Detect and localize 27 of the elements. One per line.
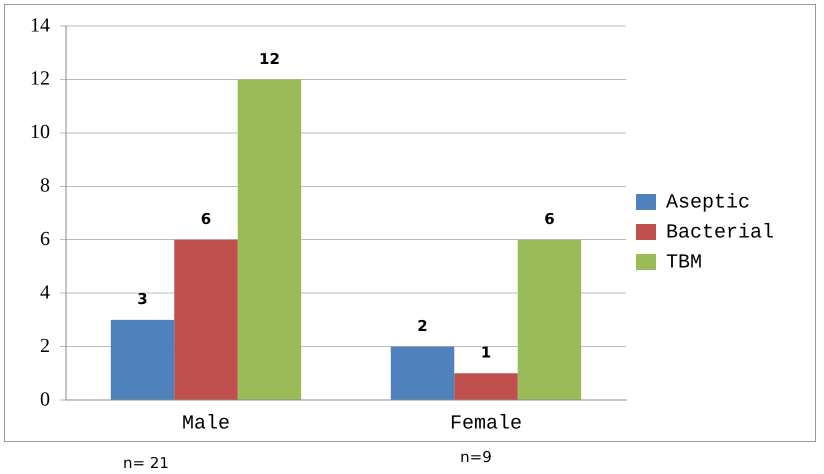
text: n= 21 <box>123 454 169 472</box>
data-label: 12 <box>259 50 280 68</box>
bar <box>174 240 238 400</box>
x-tick-label: Male <box>182 412 230 436</box>
bar <box>454 373 518 400</box>
y-tick-label: 4 <box>40 281 50 304</box>
text: n=9 <box>460 448 492 466</box>
x-tick-label: Female <box>450 412 522 436</box>
legend-label: TBM <box>666 251 702 274</box>
y-tick-label: 6 <box>40 228 50 250</box>
y-tick-label: 12 <box>30 68 50 90</box>
y-tick-label: 8 <box>40 174 50 197</box>
bar <box>110 320 174 400</box>
y-tick-label: 14 <box>30 14 50 36</box>
legend-label: Aseptic <box>666 191 750 214</box>
y-tick-label: 0 <box>40 388 50 410</box>
y-tick-label: 10 <box>30 121 50 144</box>
bar <box>390 346 454 400</box>
data-label: 2 <box>417 316 428 335</box>
legend-label: Bacterial <box>666 221 774 244</box>
data-label: 1 <box>480 344 492 362</box>
bar <box>518 240 582 400</box>
data-label: 3 <box>137 290 148 308</box>
bar <box>238 79 302 400</box>
data-label: 6 <box>200 210 212 228</box>
y-tick-label: 2 <box>40 334 50 357</box>
data-label: 6 <box>544 210 555 228</box>
